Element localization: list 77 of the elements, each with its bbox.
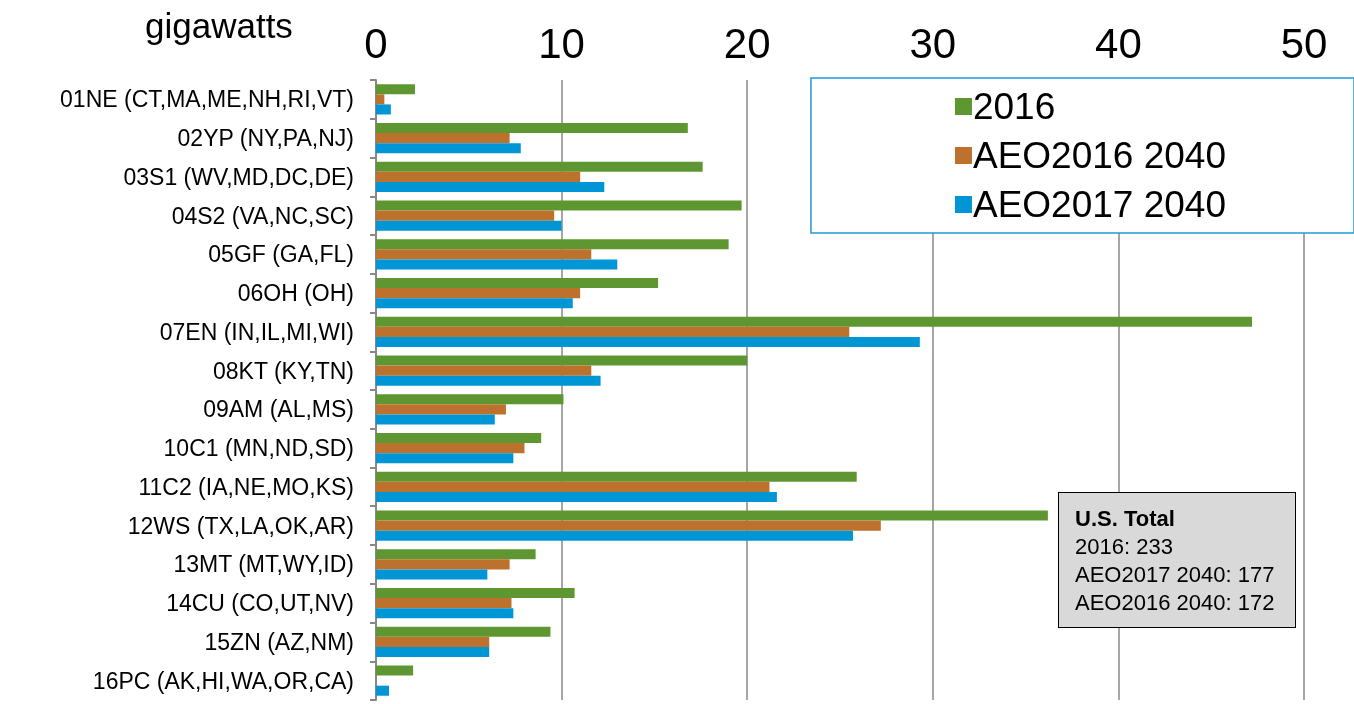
annotation: 2016: 233 [1075,533,1174,561]
bar [376,171,581,182]
bar [376,453,514,464]
bar [376,608,514,619]
bar [376,394,564,405]
y-tick-label: 07EN (IN,IL,MI,WI) [159,318,354,345]
annotation: AEO2017 2040: 177 [1075,561,1276,589]
bar [376,278,659,289]
bar [376,239,729,250]
annotation: U.S. Total [1075,505,1176,533]
bar [376,443,525,454]
bar [376,375,601,386]
x-tick-label: 30 [909,19,957,67]
bar [376,646,490,657]
bar [376,259,618,270]
y-tick-label: 14CU (CO,UT,NV) [166,590,354,617]
bar [376,559,510,570]
legend-label: AEO2016 2040 [972,135,1227,176]
bar [376,549,536,560]
bar [376,316,1253,327]
bar [376,123,688,134]
bar [376,530,853,541]
x-tick-label: 0 [364,19,388,67]
bar [376,569,488,580]
y-tick-label: 12WS (TX,LA,OK,AR) [127,512,354,539]
bar [376,471,857,482]
bar [376,84,415,95]
bar [376,133,510,144]
legend-label: AEO2017 2040 [972,184,1227,225]
y-tick-label: 16PC (AK,HI,WA,OR,CA) [92,667,354,694]
bar [376,355,748,366]
y-tick-label: 04S2 (VA,NC,SC) [171,202,354,229]
annotation: AEO2016 2040: 172 [1075,589,1276,617]
bar [376,626,551,637]
y-tick-label: 03S1 (WV,MD,DC,DE) [123,163,354,190]
y-tick-label: 10C1 (MN,ND,SD) [163,435,354,462]
bar [376,326,850,337]
y-tick-label: 01NE (CT,MA,ME,NH,RI,VT) [60,86,354,113]
y-tick-label: 09AM (AL,MS) [203,396,354,423]
y-tick-label: 06OH (OH) [237,280,354,307]
x-axis-title: gigawatts [145,6,293,46]
x-tick-label: 20 [723,19,771,67]
bar [376,636,490,647]
x-tick-label: 10 [538,19,585,67]
y-tick-label: 08KT (KY,TN) [212,357,354,384]
legend-label: 2016 [972,86,1056,127]
bar [376,365,592,376]
bar [376,491,777,502]
bar [376,433,542,444]
bar [376,220,562,231]
bar [376,288,581,299]
bar [376,598,512,609]
bar [376,181,605,192]
bar [376,588,575,599]
x-tick-label: 40 [1095,19,1142,67]
bar [376,404,506,415]
bar [376,685,389,696]
y-tick-label: 02YP (NY,PA,NJ) [177,125,354,152]
x-tick-label: 50 [1280,19,1328,67]
y-tick-label: 15ZN (AZ,NM) [204,628,354,655]
bar [376,161,703,172]
bar [376,665,414,676]
bar [376,104,391,115]
bar [376,414,495,425]
bar [376,249,592,260]
bar [376,143,521,154]
bar [376,200,742,211]
y-tick-label: 13MT (MT,WY,ID) [173,551,354,578]
bar [376,210,555,221]
bar [376,298,573,309]
bar [376,510,1048,521]
y-tick-label: 05GF (GA,FL) [208,241,354,268]
bar [376,336,920,347]
bar [376,94,385,105]
bar [376,520,881,531]
y-tick-label: 11C2 (IA,NE,MO,KS) [138,473,354,500]
bar [376,481,770,492]
